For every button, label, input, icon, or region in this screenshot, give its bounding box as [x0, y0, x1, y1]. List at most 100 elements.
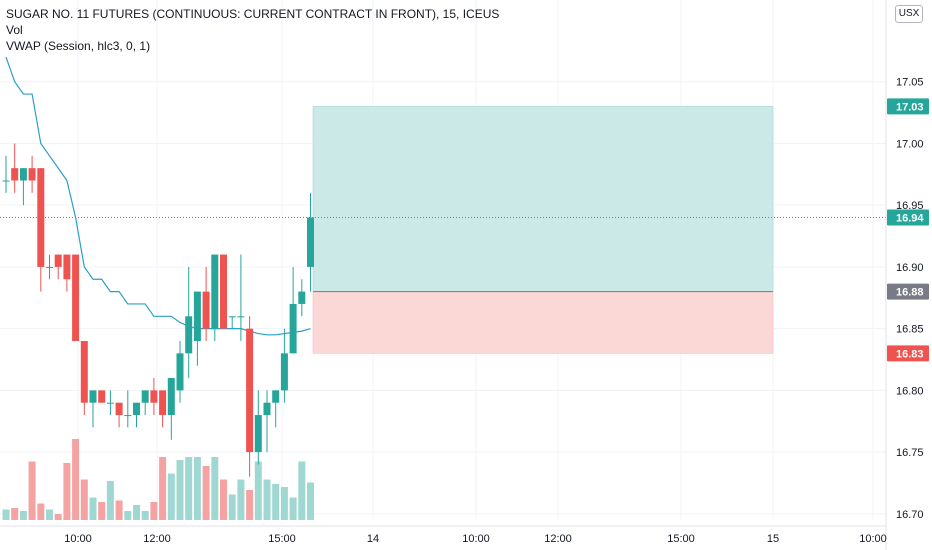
volume-bar — [176, 460, 184, 520]
chart-legend: SUGAR NO. 11 FUTURES (CONTINUOUS: CURREN… — [6, 6, 499, 54]
candle — [133, 402, 140, 428]
candle-body — [89, 390, 97, 403]
candle — [202, 266, 210, 341]
x-tick-label: 14 — [367, 533, 379, 545]
candle — [106, 390, 114, 416]
volume-bar — [115, 500, 123, 520]
candle — [11, 143, 19, 193]
symbol-title[interactable]: SUGAR NO. 11 FUTURES (CONTINUOUS: CURREN… — [6, 7, 500, 21]
volume-legend[interactable]: Vol — [6, 23, 23, 37]
stop-zone — [312, 291, 774, 354]
long-position-tool — [312, 106, 774, 354]
currency-button[interactable]: USX — [895, 5, 923, 23]
candle — [220, 254, 227, 329]
y-tick-label: 16.95 — [896, 200, 924, 212]
candle — [280, 328, 288, 403]
candle — [289, 266, 297, 354]
volume-bar — [63, 463, 71, 520]
candle — [298, 279, 306, 317]
candle — [63, 254, 71, 292]
candle — [150, 378, 158, 416]
candle — [211, 254, 219, 341]
volume-bar — [280, 487, 288, 520]
candle-body — [159, 390, 167, 416]
candle-body — [46, 266, 53, 268]
candle — [176, 340, 184, 403]
volume-bar — [89, 497, 97, 520]
candle — [115, 402, 123, 428]
candle — [307, 192, 314, 292]
candle-body — [185, 316, 193, 354]
x-tick-label: 15:00 — [667, 533, 695, 545]
volume-bar — [263, 479, 271, 520]
volume-bar — [272, 484, 280, 520]
volume-bar — [46, 509, 53, 520]
candle-body — [124, 415, 132, 417]
candle-body — [63, 254, 71, 280]
candle-body — [211, 254, 219, 329]
x-tick-label: 12:00 — [544, 533, 572, 545]
volume-bar — [289, 497, 297, 520]
candle — [185, 266, 193, 379]
candle-body — [220, 254, 227, 329]
volume-bar — [228, 494, 236, 520]
volume-bars — [2, 439, 314, 520]
x-tick-label: 10:00 — [859, 533, 887, 545]
price-tag-bg — [887, 98, 929, 115]
candle-body — [141, 390, 149, 403]
price-tag-last: 16.94 — [887, 209, 929, 226]
volume-bar — [159, 457, 167, 520]
candle-body — [133, 402, 140, 416]
candle — [2, 155, 10, 193]
price-tag-label: 17.03 — [896, 101, 924, 113]
vwap-legend[interactable]: VWAP (Session, hlc3, 0, 1) — [6, 39, 151, 53]
candlesticks — [2, 143, 314, 477]
y-tick-label: 16.85 — [896, 324, 924, 336]
candle-body — [202, 291, 210, 329]
volume-bar — [106, 481, 114, 520]
candle-body — [280, 353, 288, 391]
candle — [167, 378, 175, 440]
candle-body — [28, 168, 36, 181]
candle-body — [54, 254, 62, 267]
price-tag-target: 17.03 — [887, 98, 929, 115]
candle-body — [298, 291, 306, 304]
candle-body — [237, 316, 245, 318]
candle — [159, 390, 167, 428]
vwap-path — [5, 56, 311, 336]
candle — [254, 390, 262, 465]
candle — [28, 155, 36, 193]
price-tag-bg — [887, 345, 929, 362]
candle — [193, 291, 201, 366]
volume-bar — [37, 503, 45, 520]
volume-bar — [246, 490, 254, 520]
candle — [72, 254, 80, 341]
volume-bar — [72, 439, 80, 520]
candle — [228, 316, 236, 329]
price-tag-stop: 16.83 — [887, 345, 929, 362]
volume-bar — [298, 461, 306, 520]
price-tag-label: 16.88 — [896, 287, 924, 299]
volume-bar — [28, 461, 36, 520]
volume-bar — [167, 473, 175, 520]
y-tick-label: 16.90 — [896, 262, 924, 274]
volume-bar — [150, 502, 158, 520]
y-tick-label: 16.75 — [896, 447, 924, 459]
y-tick-label: 16.80 — [896, 385, 924, 397]
candle — [80, 340, 88, 416]
candle-body — [176, 353, 184, 391]
price-tag-bg — [887, 283, 929, 300]
volume-bar — [80, 479, 88, 520]
y-tick-label: 17.00 — [896, 138, 924, 150]
candle — [98, 390, 106, 403]
candle-body — [263, 402, 271, 416]
candle — [54, 254, 62, 280]
volume-bar — [141, 511, 149, 520]
volume-bar — [307, 482, 314, 520]
candle — [237, 254, 245, 341]
candle-body — [2, 180, 10, 182]
volume-bar — [133, 505, 140, 520]
x-tick-label: 15:00 — [268, 533, 296, 545]
